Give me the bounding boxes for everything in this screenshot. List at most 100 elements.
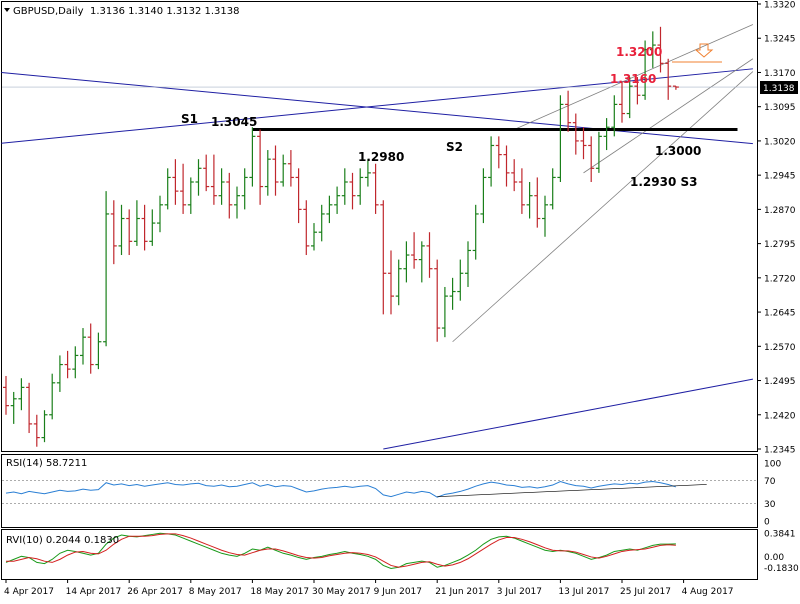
ohlc-bar [311,223,317,251]
ohlc-bar [56,355,63,392]
ohlc-bar [187,177,194,214]
ohlc-bar [403,241,410,283]
ohlc-bar [103,191,110,347]
ohlc-bar [64,350,71,379]
ohlc-bar [334,186,341,214]
ohlc-bar [534,177,541,228]
current-price-tag [760,81,798,94]
ohlc-bar [326,195,333,224]
dropdown-triangle-icon[interactable] [4,8,10,12]
ohlc-bar [141,204,148,251]
ohlc-bar [157,195,163,233]
channel-upper [514,24,754,130]
rvi-panel-frame [1,529,758,580]
price-tick-label: 1.2420 [764,411,796,421]
ohlc-bar [619,81,625,123]
ohlc-bar [572,113,579,155]
ohlc-bar [264,150,271,196]
date-tick-label: 14 Apr 2017 [66,587,122,597]
ohlc-bar [241,168,248,210]
rsi-label: RSI(14) 58.7211 [6,458,87,469]
ohlc-bar [110,200,117,265]
ohlc-bar [349,172,356,210]
price-tick-label: 1.3245 [764,35,796,45]
date-tick-label: 26 Apr 2017 [127,587,183,597]
ohlc-bar [603,118,610,151]
ohlc-bar [457,259,464,301]
ohlc-bar [411,232,418,269]
ohlc-bar [449,277,456,310]
ohlc-bar [511,159,518,192]
ohlc-bar [372,163,379,214]
ohlc-bar [665,58,672,100]
ohlc-bar [542,195,548,237]
trendline-lower [383,378,753,450]
date-tick-label: 9 Jun 2017 [374,587,422,597]
annotation-1-3160: 1.3160 [610,72,656,86]
ohlc-bar [418,241,425,283]
ohlc-bar [557,95,564,182]
ohlc-bar [518,168,525,214]
annotation-1-2930-s3: 1.2930 S3 [630,175,697,189]
price-tick-label: 1.2495 [764,377,796,387]
date-tick-label: 4 Apr 2017 [4,587,54,597]
ohlc-values: 1.3136 1.3140 1.3132 1.3138 [90,6,240,17]
ohlc-bar [249,127,256,187]
ohlc-bar [210,154,217,205]
ohlc-bar [588,136,595,182]
price-tick-label: 1.3020 [764,137,796,147]
ohlc-bar [49,373,56,420]
rsi-tick-label: 0 [764,518,770,528]
date-tick-label: 13 Jul 2017 [558,587,609,597]
ohlc-bar [226,172,233,219]
ohlc-bar [434,259,441,342]
rvi-tick-label: 0.3841 [764,529,796,539]
ohlc-bar [18,378,25,411]
ohlc-bar [295,168,302,224]
ohlc-bar [95,332,102,370]
ohlc-bar [364,159,371,187]
ohlc-bar [580,127,587,160]
ohlc-bar [642,40,649,100]
ohlc-bar [172,159,179,205]
date-tick-label: 21 Jun 2017 [435,587,489,597]
ohlc-bar [634,77,641,105]
ohlc-bar [272,145,279,196]
ohlc-bar [388,250,394,315]
price-plot [1,24,757,450]
annotation-1-2980: 1.2980 [358,150,404,164]
annotation-1-3045: 1.3045 [211,115,257,129]
rvi-signal-line [6,533,676,568]
ohlc-bar [41,410,48,443]
ohlc-bar [3,375,9,415]
date-tick-label: 4 Aug 2017 [682,587,734,597]
date-tick-label: 25 Jul 2017 [620,587,671,597]
ohlc-bar [503,145,510,187]
channel-inner [583,58,754,174]
price-tick-label: 1.2645 [764,309,796,319]
date-tick-label: 8 May 2017 [189,587,242,597]
ohlc-bar [472,204,479,260]
price-tick-label: 1.3320 [764,1,796,11]
ohlc-bar [10,391,17,424]
ohlc-bar [395,259,402,306]
rsi-panel-frame [1,454,758,528]
channel-lower [452,71,754,343]
ohlc-bar [357,168,364,205]
rsi-tick-label: 70 [764,477,776,487]
date-tick-label: 3 Jul 2017 [497,587,542,597]
ohlc-bar [203,154,210,192]
axis-labels: 1.3320 1.3245 1.3170 1.3095 1.3020 1.2945 1.28… [4,1,799,598]
ohlc-bar [164,168,171,210]
ohlc-bar [626,77,633,119]
current-price-value: 1.3138 [763,84,795,94]
ohlc-bar [380,200,387,315]
price-tick-label: 1.2945 [764,172,796,182]
ohlc-bar [180,163,187,214]
ohlc-bar [234,186,240,219]
ohlc-bar [657,26,664,73]
down-arrow-icon [694,43,714,58]
ohlc-bar [595,131,602,173]
ohlc-bar [649,31,656,68]
rsi-tick-label: 100 [764,460,781,470]
